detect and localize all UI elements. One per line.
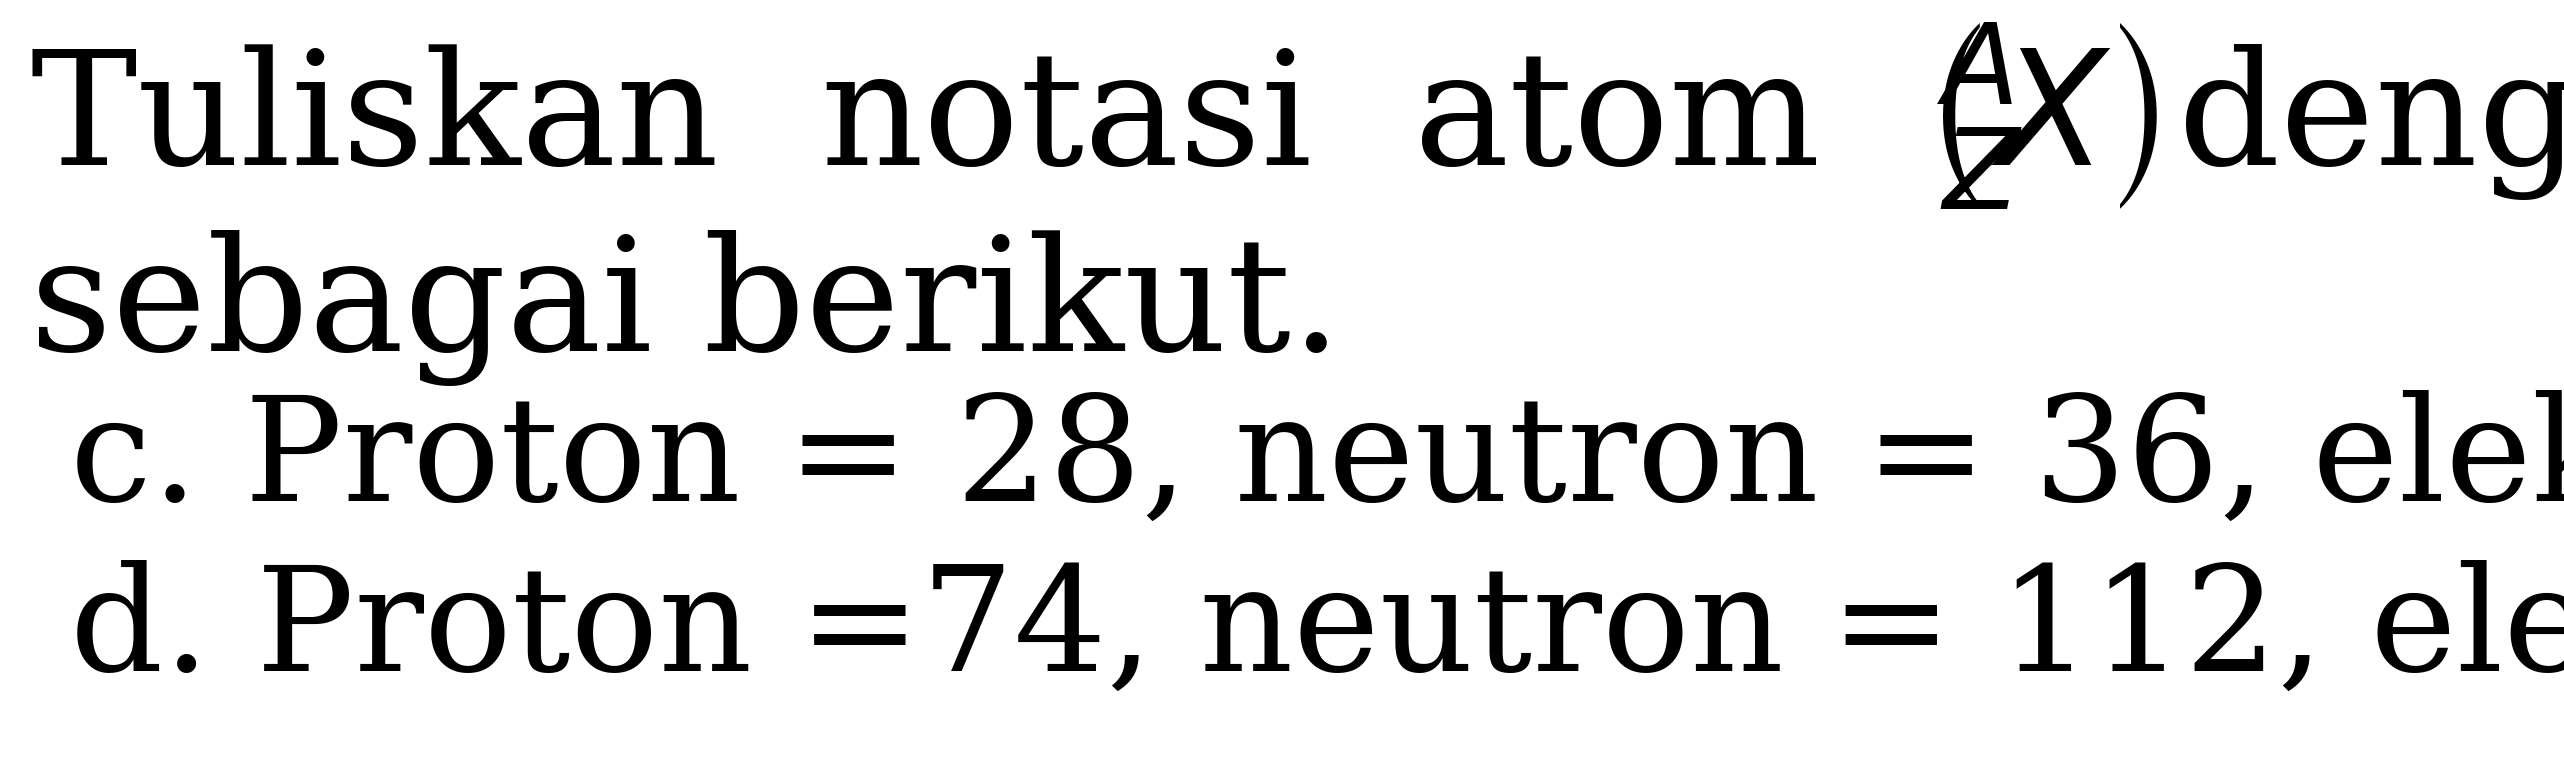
Text: d. Proton =74, neutron = 112, elektron = 74: d. Proton =74, neutron = 112, elektron =… xyxy=(69,560,2564,701)
Text: Tuliskan  notasi  atom  $\left(\!\!{}^A_Z\!X\right)$dengan  data: Tuliskan notasi atom $\left(\!\!{}^A_Z\!… xyxy=(31,20,2564,211)
Text: c. Proton = 28, neutron = 36, elektron = 28: c. Proton = 28, neutron = 36, elektron =… xyxy=(69,390,2564,531)
Text: sebagai berikut.: sebagai berikut. xyxy=(31,230,1341,386)
